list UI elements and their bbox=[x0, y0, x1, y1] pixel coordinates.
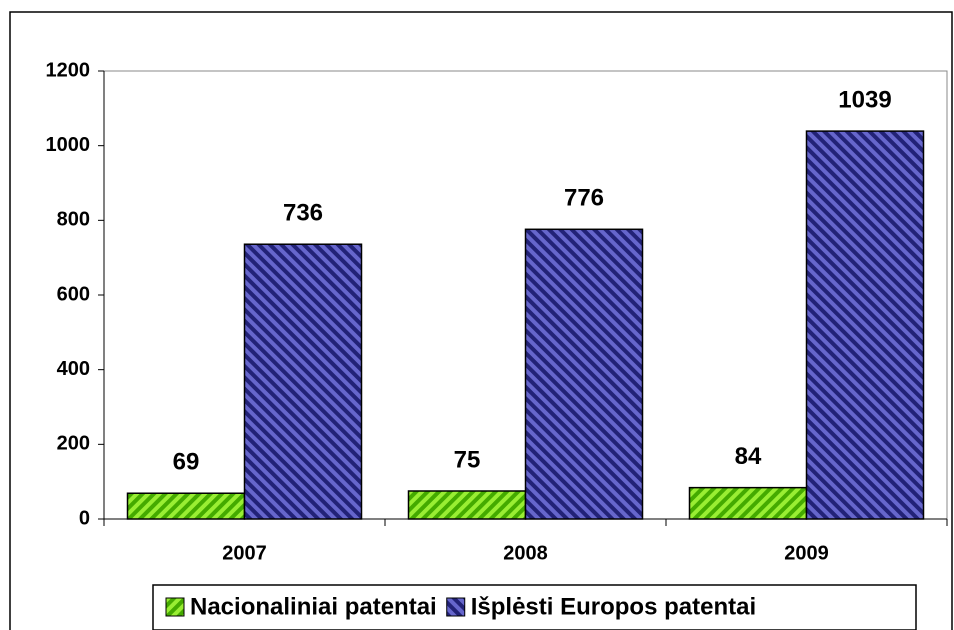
data-label: 1039 bbox=[838, 86, 891, 113]
y-tick-label: 600 bbox=[57, 283, 90, 305]
bar bbox=[688, 486, 808, 520]
legend-swatch bbox=[446, 597, 466, 617]
data-label: 736 bbox=[283, 200, 323, 227]
data-label: 84 bbox=[735, 443, 762, 470]
bar bbox=[243, 243, 363, 520]
x-tick-label: 2009 bbox=[784, 542, 829, 564]
data-label: 69 bbox=[173, 449, 200, 476]
bar bbox=[126, 492, 246, 520]
legend bbox=[152, 584, 917, 630]
y-tick-label: 1200 bbox=[46, 59, 91, 81]
y-tick-label: 800 bbox=[57, 209, 90, 231]
y-tick-label: 400 bbox=[57, 358, 90, 380]
bar bbox=[524, 228, 644, 520]
bar bbox=[407, 490, 527, 520]
y-tick-label: 200 bbox=[57, 433, 90, 455]
frame bbox=[9, 11, 953, 630]
legend-label: Išplėsti Europos patentai bbox=[471, 593, 756, 620]
data-label: 75 bbox=[454, 446, 481, 473]
y-tick-label: 0 bbox=[79, 507, 90, 529]
bar bbox=[805, 130, 925, 520]
x-tick-label: 2007 bbox=[222, 542, 267, 564]
legend-swatch bbox=[165, 597, 185, 617]
x-tick-label: 2008 bbox=[503, 542, 548, 564]
data-label: 776 bbox=[564, 185, 604, 212]
legend-label: Nacionaliniai patentai bbox=[190, 593, 437, 620]
y-tick-label: 1000 bbox=[46, 134, 91, 156]
